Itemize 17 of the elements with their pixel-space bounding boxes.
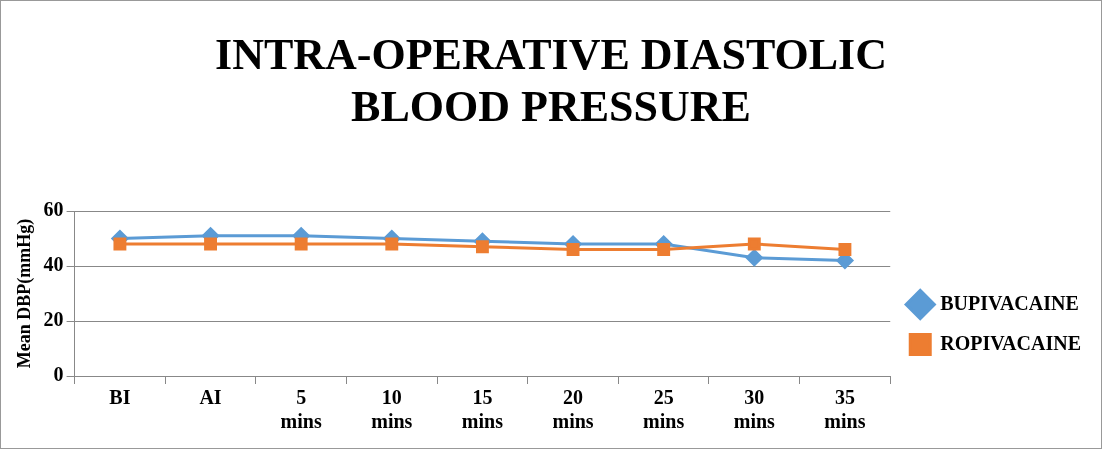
y-tick-label: 0 <box>53 363 64 386</box>
legend-label: ROPIVACAINE <box>940 331 1081 354</box>
x-tick-label: 25 mins <box>643 386 685 433</box>
x-tick-label: AI <box>199 386 222 409</box>
x-tick-label: 10 mins <box>371 386 413 433</box>
y-tick-label: 20 <box>43 308 64 331</box>
legend-label: BUPIVACAINE <box>940 291 1079 314</box>
x-tick-label: 35 mins <box>824 386 866 433</box>
x-tick-label: 30 mins <box>733 386 776 433</box>
x-tick-label: 5 mins <box>280 386 322 433</box>
y-tick-label: 40 <box>43 253 64 276</box>
x-tick-label: BI <box>109 386 131 409</box>
chart-title: INTRA-OPERATIVE DIASTOLIC BLOOD PRESSURE <box>214 29 888 133</box>
y-axis-title: Mean DBP(mmHg) <box>14 218 36 369</box>
y-tick-label: 60 <box>43 198 64 221</box>
x-tick-label: 15 mins <box>461 386 504 433</box>
x-tick-label: 20 mins <box>552 386 594 433</box>
